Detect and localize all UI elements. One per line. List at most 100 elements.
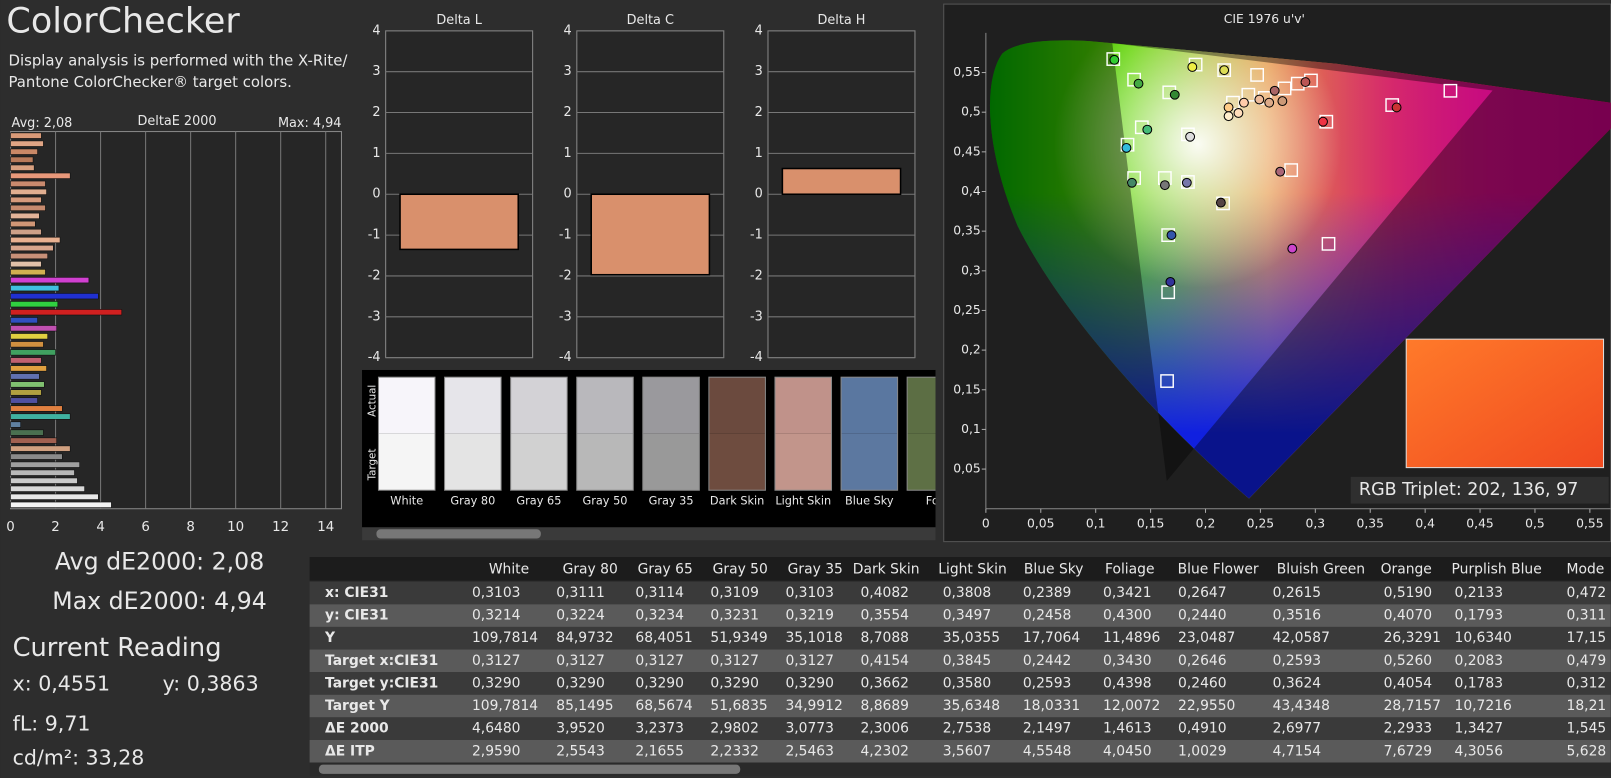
table-row-bg [309, 694, 1611, 718]
measured-point [1254, 94, 1265, 105]
measured-point [1109, 54, 1120, 65]
description: Display analysis is performed with the X… [8, 52, 348, 70]
table-cell: 10,6340 [1455, 630, 1512, 646]
swatch-label: Gray 35 [649, 495, 694, 508]
y-tick-label: 1 [755, 146, 763, 161]
swatch-border [510, 376, 568, 491]
table-row-bg [309, 604, 1611, 627]
table-cell: 0,3497 [943, 608, 992, 624]
y-tick-label: 2 [755, 105, 763, 120]
swatch-target [378, 433, 435, 491]
table-cell: 2,5463 [785, 743, 834, 759]
table-cell: 2,2933 [1384, 721, 1433, 737]
bar [10, 285, 60, 292]
swatch-target [708, 433, 766, 491]
table-cell: 4,7154 [1273, 743, 1322, 759]
scroll-thumb[interactable] [376, 529, 541, 539]
y-tick-label: 4 [372, 23, 380, 38]
swatch-target [907, 433, 936, 491]
table-cell: 17,15 [1567, 630, 1607, 646]
bar [10, 325, 58, 332]
measured-point [1169, 89, 1180, 100]
table-cell: 0,3224 [556, 608, 605, 624]
table-cell: 0,3290 [710, 675, 759, 691]
reading-y: y: 0,3863 [163, 671, 259, 695]
bar [10, 469, 75, 476]
table-cell: 0,4070 [1384, 608, 1433, 624]
swatch-actual [642, 377, 700, 434]
measured-point [1233, 108, 1244, 118]
column-header: Dark Skin [853, 561, 920, 577]
table-cell: 18,21 [1567, 698, 1607, 714]
table-cell: 17,7064 [1023, 630, 1080, 646]
y-tick-label: 3 [755, 64, 763, 79]
table-cell: 2,3006 [860, 721, 909, 737]
row-label: x: CIE31 [325, 585, 388, 601]
bar [10, 477, 78, 484]
measured-point [1277, 96, 1288, 107]
rgb-box [1350, 476, 1609, 504]
swatch-target [576, 433, 634, 491]
measured-point [1133, 78, 1144, 89]
x-tick-label: 0,2 [1196, 517, 1216, 531]
column-header: Purplish Blue [1452, 561, 1542, 577]
bar [10, 309, 123, 316]
table-cell: 0,2440 [1178, 608, 1227, 624]
y-tick-label: -4 [368, 350, 381, 365]
x-tick-label: 0,4 [1415, 517, 1435, 531]
bar [10, 341, 44, 348]
y-tick-label: -2 [750, 268, 763, 283]
table-cell: 0,3808 [943, 585, 992, 601]
bar [10, 132, 42, 139]
swatch-label: Gray 80 [450, 495, 495, 508]
table-cell: 3,2373 [635, 721, 683, 737]
table-cell: 8,8689 [860, 698, 909, 714]
scroll-thumb[interactable] [318, 764, 741, 774]
bar [399, 193, 520, 251]
table-cell: 0,2442 [1023, 653, 1071, 669]
table-cell: 0,1783 [1455, 675, 1504, 691]
row-label: Target x:CIE31 [325, 653, 438, 669]
table-cell: 0,3111 [556, 585, 605, 601]
target-point [1160, 374, 1174, 388]
y-tick-label: -3 [559, 309, 572, 324]
table-cell: 3,5607 [943, 743, 992, 759]
swatch-row-label: Actual [366, 385, 378, 417]
swatch-label: Light Skin [775, 495, 831, 508]
bar [10, 429, 44, 436]
x-tick-label: 6 [141, 520, 150, 535]
target-point [1250, 68, 1265, 82]
bar [10, 405, 63, 412]
measured-point [1181, 177, 1192, 188]
bar [10, 437, 58, 444]
table-cell: 2,9802 [710, 721, 759, 737]
table-cell: 2,7538 [943, 721, 992, 737]
bar [10, 188, 47, 195]
bar [10, 365, 47, 372]
table-cell: 0,3290 [556, 675, 605, 691]
table-cell: 3,9520 [556, 721, 605, 737]
bar [10, 501, 112, 508]
swatch-label: Blue Sky [845, 495, 894, 508]
bar [10, 260, 42, 268]
table-cell: 0,3421 [1103, 585, 1152, 601]
bar [10, 445, 71, 452]
table-cell: 109,7814 [472, 698, 538, 714]
y-tick-label: 0,15 [953, 382, 980, 396]
table-cell: 1,0029 [1178, 743, 1227, 759]
chart-title: Delta H [817, 13, 865, 28]
bar [781, 167, 902, 196]
current-reading: Current Reading [13, 633, 222, 663]
bar [10, 373, 40, 380]
measured-point [1264, 97, 1275, 108]
bar [10, 453, 63, 460]
swatch-actual [510, 377, 568, 434]
column-header: Light Skin [938, 561, 1006, 577]
table-cell: 0,2083 [1455, 653, 1504, 669]
table-cell: 1,545 [1567, 721, 1607, 737]
table-cell: 0,3103 [472, 585, 521, 601]
row-label: ΔE 2000 [325, 721, 389, 737]
table-cell: 0,3234 [635, 608, 684, 624]
measured-point [1223, 102, 1234, 113]
x-tick-label: 4 [96, 520, 105, 535]
